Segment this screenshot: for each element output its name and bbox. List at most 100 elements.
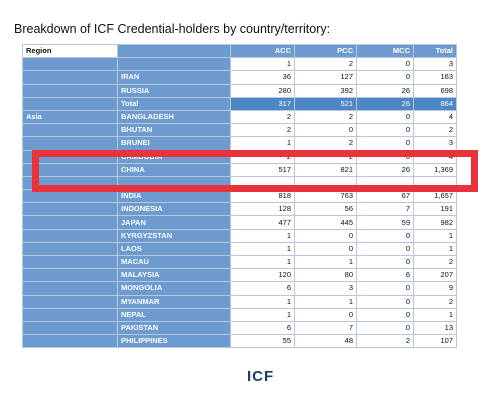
table-row: INDONESIA 128 56 7 191 bbox=[22, 202, 457, 217]
country-cell: RUSSIA bbox=[117, 83, 231, 98]
column-header: PCC bbox=[294, 43, 357, 59]
table-row: Total 317 521 26 864 bbox=[22, 96, 457, 111]
value-cell: 0 bbox=[356, 70, 414, 85]
region-cell bbox=[22, 294, 118, 309]
table-row: Region ACC PCC MCC Total bbox=[22, 43, 457, 59]
region-cell: Asia bbox=[22, 109, 118, 125]
country-cell: MYANMAR bbox=[117, 294, 231, 309]
value-cell: 2 bbox=[294, 57, 357, 72]
table-row: MACAU 1 1 0 2 bbox=[22, 254, 457, 270]
value-cell: 521 bbox=[294, 96, 357, 111]
table-row: BHUTAN 2 0 0 2 bbox=[22, 123, 457, 138]
country-cell: MALAYSIA bbox=[117, 268, 231, 283]
value-cell: 1 bbox=[230, 307, 295, 322]
value-cell: 3 bbox=[294, 281, 357, 296]
country-cell: BANGLADESH bbox=[117, 109, 231, 125]
table: Region ACC PCC MCC Total 1 2 0 3 IRAN 36 127 0 163 RUS… bbox=[22, 43, 457, 349]
country-cell: Total bbox=[117, 96, 231, 111]
country-cell: MACAU bbox=[117, 254, 231, 270]
value-cell: 120 bbox=[230, 268, 295, 283]
value-cell: 0 bbox=[356, 57, 414, 72]
value-cell: 1 bbox=[413, 241, 457, 257]
value-cell: 2 bbox=[294, 136, 357, 151]
value-cell: 55 bbox=[230, 334, 295, 349]
value-cell: 7 bbox=[294, 320, 357, 336]
column-header: ACC bbox=[230, 43, 295, 59]
region-cell bbox=[22, 83, 118, 98]
value-cell: 163 bbox=[413, 70, 457, 85]
value-cell: 445 bbox=[294, 215, 357, 230]
table-row: MONGOLIA 6 3 0 9 bbox=[22, 281, 457, 296]
region-cell bbox=[22, 254, 118, 270]
value-cell: 698 bbox=[413, 83, 457, 98]
column-header: Total bbox=[413, 43, 457, 59]
table-row: PHILIPPINES 55 48 2 107 bbox=[22, 334, 457, 349]
value-cell: 1 bbox=[230, 294, 295, 309]
highlight-box bbox=[32, 150, 478, 192]
table-row: RUSSIA 280 392 26 698 bbox=[22, 83, 457, 98]
value-cell: 48 bbox=[294, 334, 357, 349]
region-cell bbox=[22, 70, 118, 85]
value-cell: 0 bbox=[356, 241, 414, 257]
value-cell: 26 bbox=[356, 162, 414, 177]
region-cell bbox=[22, 281, 118, 296]
value-cell: 6 bbox=[230, 320, 295, 336]
value-cell: 3 bbox=[413, 136, 457, 151]
country-cell: BHUTAN bbox=[117, 123, 231, 138]
table-row: MYANMAR 1 1 0 2 bbox=[22, 294, 457, 309]
country-cell: PAKISTAN bbox=[117, 320, 231, 336]
value-cell: 80 bbox=[294, 268, 357, 283]
region-cell bbox=[22, 57, 118, 72]
value-cell: 26 bbox=[356, 96, 414, 111]
value-cell: 13 bbox=[413, 320, 457, 336]
region-cell bbox=[22, 136, 118, 151]
table-row: MALAYSIA 120 80 6 207 bbox=[22, 268, 457, 283]
value-cell: 1 bbox=[230, 136, 295, 151]
value-cell: 0 bbox=[294, 241, 357, 257]
value-cell: 1 bbox=[413, 307, 457, 322]
value-cell: 0 bbox=[356, 294, 414, 309]
value-cell: 191 bbox=[413, 202, 457, 217]
region-cell bbox=[22, 123, 118, 138]
region-header: Region bbox=[22, 43, 118, 59]
value-cell: 864 bbox=[413, 96, 457, 111]
country-cell: LAOS bbox=[117, 241, 231, 257]
table-row: PAKISTAN 6 7 0 13 bbox=[22, 320, 457, 336]
value-cell: 477 bbox=[230, 215, 295, 230]
value-cell: 107 bbox=[413, 334, 457, 349]
title: Breakdown of ICF Credential-holders by c… bbox=[14, 22, 331, 36]
region-cell bbox=[22, 215, 118, 230]
country-cell: BRUNEI bbox=[117, 136, 231, 151]
value-cell: 59 bbox=[356, 215, 414, 230]
value-cell: 2 bbox=[413, 123, 457, 138]
region-cell bbox=[22, 96, 118, 111]
value-cell: 2 bbox=[413, 254, 457, 270]
value-cell: 517 bbox=[230, 162, 295, 177]
table-row: Asia BANGLADESH 2 2 0 4 bbox=[22, 109, 457, 125]
value-cell: 1 bbox=[230, 57, 295, 72]
value-cell: 982 bbox=[413, 215, 457, 230]
value-cell: 0 bbox=[356, 136, 414, 151]
value-cell: 1 bbox=[230, 254, 295, 270]
value-cell: 6 bbox=[230, 281, 295, 296]
value-cell: 0 bbox=[294, 228, 357, 243]
value-cell: 0 bbox=[356, 254, 414, 270]
table-row: BRUNEI 1 2 0 3 bbox=[22, 136, 457, 151]
value-cell: 2 bbox=[413, 294, 457, 309]
region-cell bbox=[22, 320, 118, 336]
table-row: JAPAN 477 445 59 982 bbox=[22, 215, 457, 230]
value-cell: 3 bbox=[413, 57, 457, 72]
region-cell bbox=[22, 307, 118, 322]
country-cell: JAPAN bbox=[117, 215, 231, 230]
table-row: IRAN 36 127 0 163 bbox=[22, 70, 457, 85]
value-cell: 1,657 bbox=[413, 189, 457, 204]
country-cell: INDONESIA bbox=[117, 202, 231, 217]
value-cell: 4 bbox=[413, 109, 457, 125]
value-cell: 128 bbox=[230, 202, 295, 217]
country-cell bbox=[117, 57, 231, 72]
logo: ICF bbox=[247, 368, 275, 385]
value-cell: 2 bbox=[230, 109, 295, 125]
table-row: KYRGYZSTAN 1 0 0 1 bbox=[22, 228, 457, 243]
header-cell bbox=[117, 43, 231, 59]
country-cell: CHINA bbox=[117, 162, 231, 177]
